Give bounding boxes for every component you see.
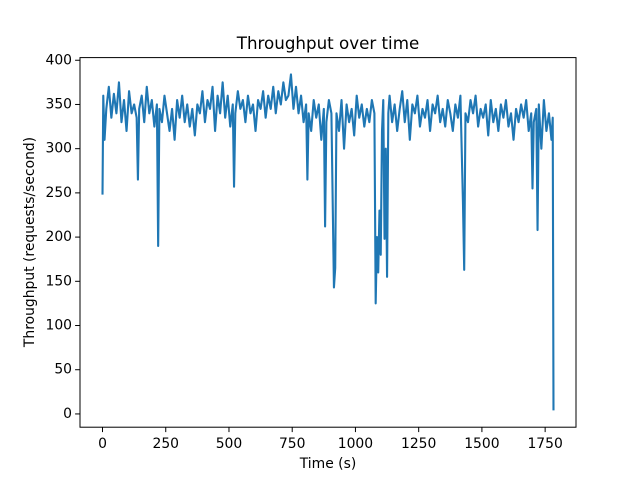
x-tick-label: 250 — [152, 436, 179, 452]
y-tick-label: 400 — [45, 52, 72, 68]
y-tick-label: 150 — [45, 273, 72, 289]
x-axis-label: Time (s) — [299, 456, 357, 472]
x-tick-label: 1750 — [527, 436, 562, 452]
y-tick-label: 200 — [45, 229, 72, 245]
y-tick-label: 50 — [54, 362, 72, 378]
y-axis-label: Throughput (requests/second) — [22, 137, 38, 348]
data-line — [101, 73, 555, 411]
x-tick-label: 500 — [216, 436, 243, 452]
x-tick-label: 1250 — [401, 436, 436, 452]
chart-title: Throughput over time — [236, 33, 419, 53]
y-tick-label: 350 — [45, 96, 72, 112]
x-tick-label: 0 — [98, 436, 107, 452]
x-tick-label: 1500 — [464, 436, 499, 452]
y-tick-label: 250 — [45, 185, 72, 201]
y-tick-label: 100 — [45, 318, 72, 334]
y-tick-label: 300 — [45, 141, 72, 157]
x-tick-label: 750 — [279, 436, 306, 452]
x-tick-label: 1000 — [338, 436, 373, 452]
y-tick-label: 0 — [63, 406, 72, 422]
axes-frame — [79, 57, 577, 428]
